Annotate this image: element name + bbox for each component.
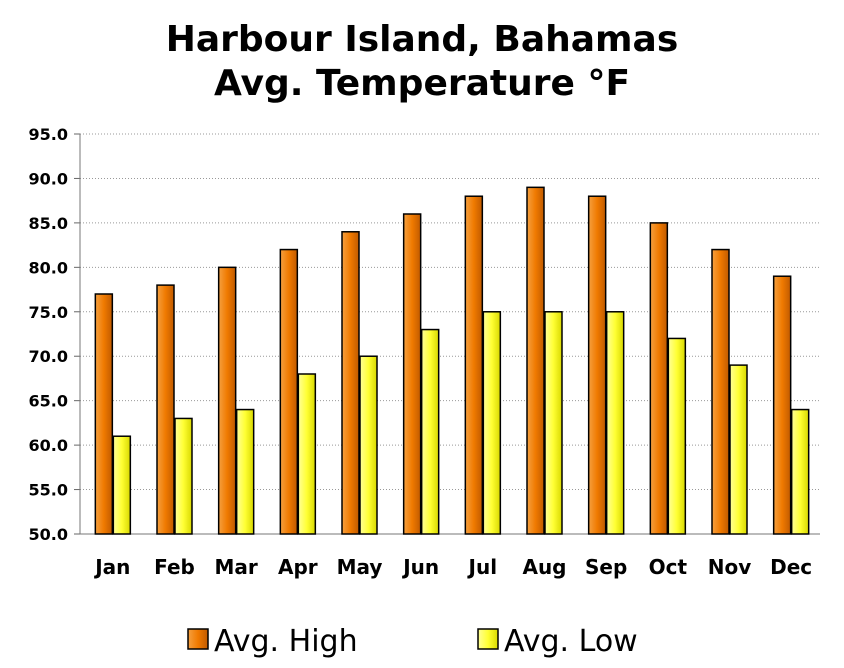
bar-avg-low <box>790 408 810 535</box>
legend-avg-high: Avg. High <box>187 624 358 659</box>
y-tick-label: 95.0 <box>29 125 68 144</box>
bar-avg-high <box>711 248 730 535</box>
y-tick-label: 60.0 <box>29 436 68 455</box>
bar-avg-high <box>464 195 484 535</box>
x-tick-label: Dec <box>770 555 812 579</box>
x-tick-label: Nov <box>708 555 752 579</box>
y-tick-label: 65.0 <box>29 392 68 411</box>
bar-avg-high <box>94 293 114 535</box>
bar-avg-low <box>359 355 378 535</box>
bar-avg-high <box>772 275 792 535</box>
x-tick-label: Feb <box>154 555 195 579</box>
x-tick-label: May <box>337 555 383 579</box>
chart-title: Harbour Island, Bahamas Avg. Temperature… <box>0 18 844 106</box>
y-tick-label: 55.0 <box>29 481 68 500</box>
bars <box>94 186 810 535</box>
y-tick-label: 90.0 <box>29 169 68 188</box>
chart-title-line-1: Harbour Island, Bahamas <box>165 19 679 60</box>
legend-avg-low-swatch <box>477 628 499 650</box>
grid-lines <box>80 133 820 491</box>
y-tick-labels: 50.0 55.0 60.0 65.0 70.0 75.0 80.0 85.0 90.0 95.0 <box>29 125 68 544</box>
bar-avg-low <box>420 328 440 535</box>
bar-avg-high <box>402 213 422 535</box>
bar-avg-low <box>544 311 563 535</box>
bar-avg-high <box>217 266 237 535</box>
legend-avg-low-label: Avg. Low <box>504 624 638 659</box>
bar-avg-low <box>174 417 193 535</box>
legend-avg-low: Avg. Low <box>477 624 638 659</box>
x-tick-labels: Jan Feb Mar Apr May Jun Jul Aug Sep Oct Nov Dec <box>93 555 812 579</box>
x-tick-label: Apr <box>278 555 318 579</box>
legend-avg-high-swatch <box>187 628 209 650</box>
bar-avg-high <box>156 284 175 535</box>
y-tick-label: 80.0 <box>29 258 68 277</box>
bar-avg-low <box>605 311 625 535</box>
bar-avg-low <box>729 364 748 535</box>
y-tick-label: 50.0 <box>29 525 68 544</box>
bar-avg-high <box>587 195 607 535</box>
bar-avg-high <box>279 248 299 535</box>
bar-avg-low <box>667 337 687 535</box>
x-tick-label: Aug <box>522 555 566 579</box>
bar-avg-low <box>482 311 502 535</box>
bar-avg-high <box>649 222 669 535</box>
legend: Avg. High Avg. Low <box>187 624 638 659</box>
chart-title-line-2: Avg. Temperature °F <box>213 63 631 104</box>
bar-avg-low <box>112 435 132 535</box>
y-tick-label: 75.0 <box>29 303 68 322</box>
axes <box>74 133 820 535</box>
x-tick-label: Mar <box>215 555 258 579</box>
bar-avg-low <box>297 373 317 535</box>
x-tick-label: Jan <box>93 555 130 579</box>
x-tick-label: Jun <box>401 555 439 579</box>
y-tick-label: 85.0 <box>29 214 68 233</box>
bar-avg-low <box>235 408 255 535</box>
legend-avg-high-label: Avg. High <box>214 624 358 659</box>
y-tick-label: 70.0 <box>29 347 68 366</box>
bar-avg-high <box>341 231 360 535</box>
bar-avg-high <box>526 186 545 535</box>
x-tick-label: Oct <box>649 555 688 579</box>
x-tick-label: Sep <box>585 555 627 579</box>
x-tick-label: Jul <box>467 555 498 579</box>
